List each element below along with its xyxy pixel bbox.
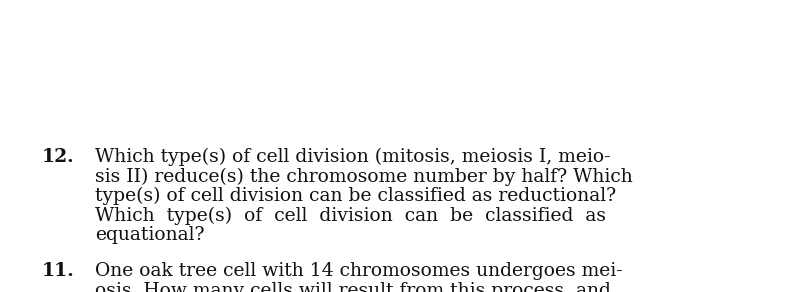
Text: sis II) reduce(s) the chromosome number by half? Which: sis II) reduce(s) the chromosome number …: [95, 168, 633, 186]
Text: type(s) of cell division can be classified as reductional?: type(s) of cell division can be classifi…: [95, 187, 616, 205]
Text: Which type(s) of cell division (mitosis, meiosis I, meio-: Which type(s) of cell division (mitosis,…: [95, 148, 610, 166]
Text: One oak tree cell with 14 chromosomes undergoes mei-: One oak tree cell with 14 chromosomes un…: [95, 262, 622, 280]
Text: 11.: 11.: [42, 262, 75, 280]
Text: equational?: equational?: [95, 226, 204, 244]
Text: 12.: 12.: [42, 148, 75, 166]
Text: Which  type(s)  of  cell  division  can  be  classified  as: Which type(s) of cell division can be cl…: [95, 206, 606, 225]
Text: osis. How many cells will result from this process, and: osis. How many cells will result from th…: [95, 281, 611, 292]
